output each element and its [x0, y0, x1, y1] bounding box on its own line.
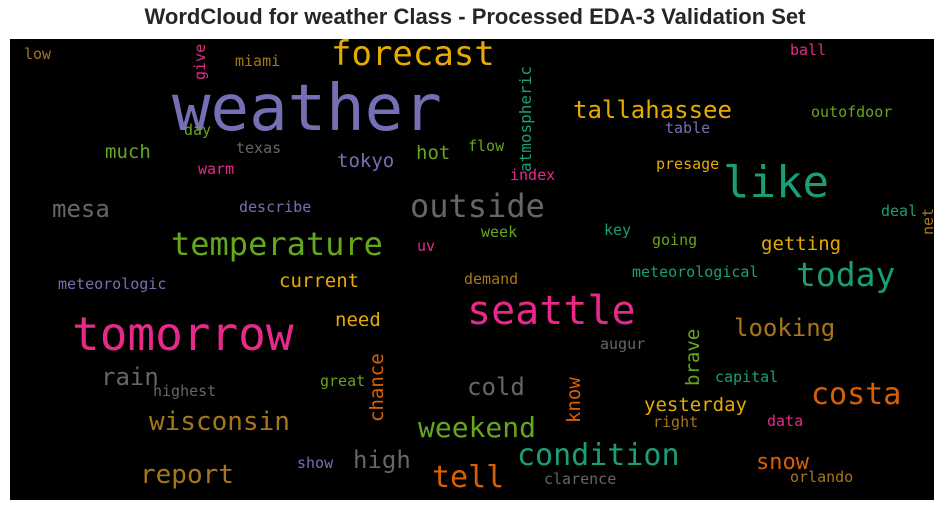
word: week [481, 223, 518, 241]
word: presage [656, 155, 720, 173]
word: meteorologic [58, 275, 167, 293]
word: much [105, 141, 151, 163]
word: demand [464, 270, 519, 288]
word: great [320, 372, 366, 390]
word: atmospheric [516, 66, 535, 172]
word: warm [198, 160, 235, 178]
word: yesterday [644, 394, 747, 416]
word: flow [468, 137, 505, 155]
word: brave [682, 328, 704, 386]
word: hot [416, 142, 451, 164]
word: forecast [331, 39, 495, 74]
word: uv [417, 237, 436, 255]
word: give [191, 43, 209, 80]
word: need [335, 309, 381, 331]
word: condition [517, 438, 680, 473]
word: know [563, 377, 585, 423]
word: deal [881, 202, 918, 220]
word: capital [715, 368, 779, 386]
word: show [297, 454, 334, 472]
word: key [604, 221, 632, 239]
word: right [653, 413, 699, 431]
word: current [279, 270, 360, 292]
word: tallahassee [573, 96, 732, 124]
word: high [353, 446, 411, 474]
word-cloud: weather tomorrow seattle like forecast t… [10, 39, 934, 500]
word: chance [366, 353, 388, 422]
word: seattle [467, 288, 636, 334]
chart-title: WordCloud for weather Class - Processed … [144, 4, 806, 29]
word: data [767, 412, 804, 430]
word: today [796, 255, 896, 294]
word: tomorrow [72, 307, 294, 361]
word: tokyo [337, 150, 395, 172]
word: looking [734, 314, 836, 342]
word: cold [467, 373, 525, 401]
word: outside [410, 187, 545, 225]
word: report [140, 460, 234, 490]
word: clarence [544, 470, 617, 488]
word: day [184, 121, 212, 139]
word: index [510, 166, 556, 184]
word: tell [432, 460, 505, 495]
word: getting [761, 233, 842, 255]
word: weather [172, 72, 442, 146]
word: texas [236, 139, 282, 157]
word: outofdoor [811, 103, 893, 121]
word: net [919, 207, 934, 235]
word: like [723, 157, 829, 208]
word: going [652, 231, 698, 249]
word: describe [239, 198, 312, 216]
word: highest [153, 382, 217, 400]
word: augur [600, 335, 646, 353]
word: wisconsin [149, 407, 290, 437]
word: ball [790, 41, 827, 59]
word: weekend [418, 411, 537, 444]
word: snow [756, 450, 809, 475]
word: temperature [171, 225, 383, 263]
word: miami [235, 52, 281, 70]
word: orlando [790, 468, 854, 486]
word: costa [811, 377, 902, 412]
word: meteorological [632, 263, 759, 281]
word: mesa [52, 195, 110, 223]
word: low [24, 45, 52, 63]
word: table [665, 119, 711, 137]
word: rain [101, 363, 159, 391]
